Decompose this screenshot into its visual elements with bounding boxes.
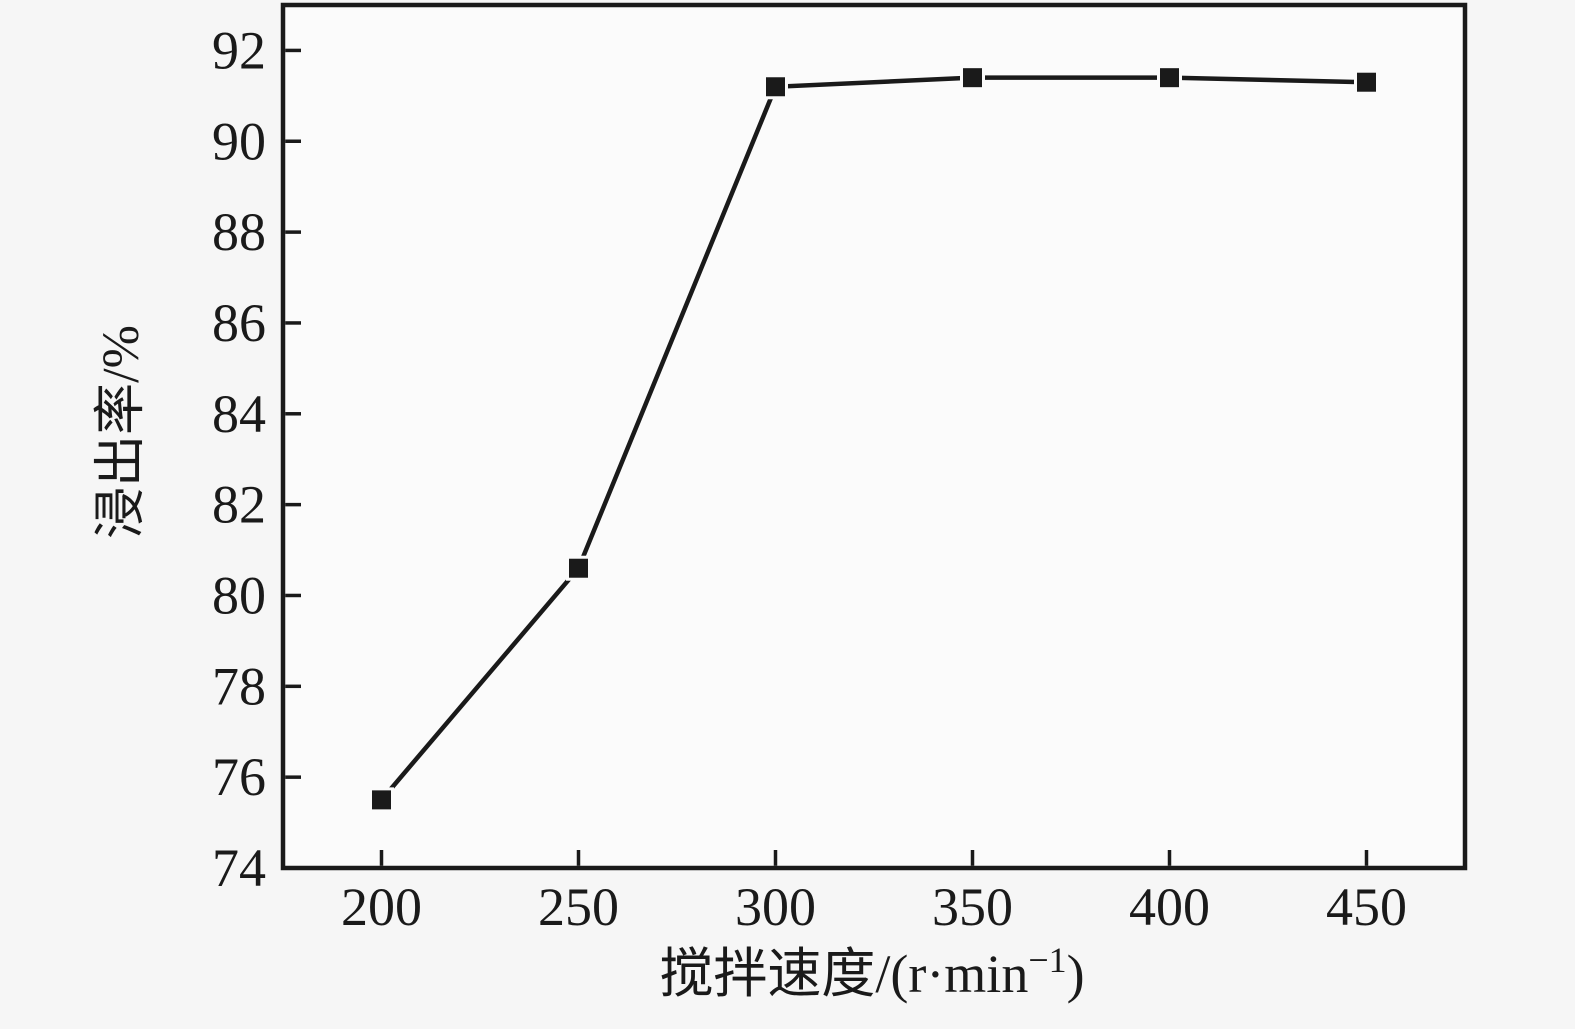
- x-axis-label-base: 搅拌速度/(r·min: [659, 944, 1028, 1004]
- y-tick-label: 88: [212, 202, 266, 262]
- plot-area: [283, 5, 1465, 868]
- data-point-marker: [763, 74, 788, 100]
- x-tick-label: 400: [1129, 877, 1210, 937]
- plot-border: [280, 2, 1468, 871]
- y-tick-label: 78: [212, 656, 266, 716]
- x-tick-label: 200: [341, 877, 422, 937]
- y-tick-label: 82: [212, 475, 266, 535]
- x-axis-label-superscript: −1: [1028, 940, 1066, 980]
- x-axis-label-close: ): [1067, 944, 1085, 1004]
- y-tick-label: 86: [212, 293, 266, 353]
- data-point-marker: [566, 555, 591, 581]
- y-tick-label: 80: [212, 565, 266, 625]
- data-line: [379, 75, 1367, 802]
- x-axis-label: 搅拌速度/(r·min−1): [659, 940, 1084, 1004]
- y-tick-label: 74: [212, 838, 266, 898]
- y-tick-label: 90: [212, 111, 266, 171]
- y-tick-label: 92: [212, 20, 266, 80]
- data-point-marker: [1354, 69, 1379, 95]
- x-tick-label: 250: [538, 877, 619, 937]
- y-tick-label: 76: [212, 747, 266, 807]
- x-tick-label: 300: [735, 877, 816, 937]
- data-point-marker: [1157, 65, 1182, 91]
- x-tick-label: 450: [1326, 877, 1407, 937]
- x-tick-label: 350: [932, 877, 1013, 937]
- data-point-marker: [369, 787, 394, 813]
- data-point-marker: [960, 65, 985, 91]
- y-axis-label: 浸出率/%: [93, 325, 150, 539]
- y-tick-label: 84: [212, 384, 266, 444]
